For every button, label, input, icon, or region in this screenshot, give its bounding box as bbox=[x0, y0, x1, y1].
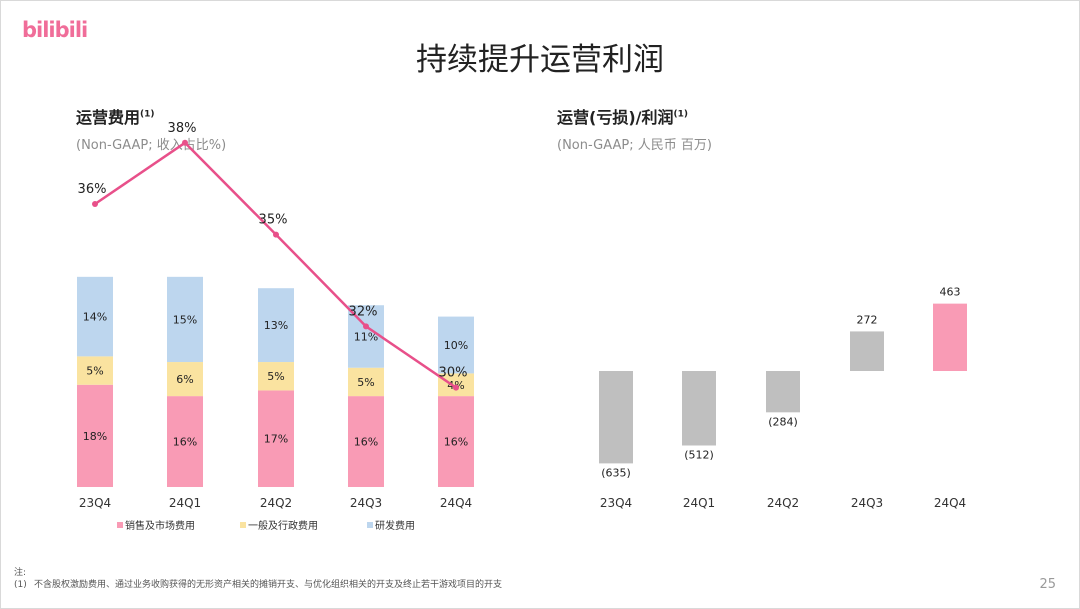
opex-bar-seg-2-24Q2 bbox=[258, 288, 294, 363]
legend-label-2: 研发费用 bbox=[375, 519, 415, 532]
opex-bar-label: 16% bbox=[444, 436, 468, 449]
opex-bar-seg-1-24Q1 bbox=[167, 362, 203, 397]
opex-total-point bbox=[273, 231, 279, 238]
opex-total-point bbox=[182, 139, 188, 146]
opex-total-point bbox=[363, 323, 369, 330]
legend-label-1: 一般及行政费用 bbox=[248, 519, 318, 532]
opex-bar-label: 5% bbox=[86, 365, 103, 378]
op-profit-x-tick: 24Q3 bbox=[851, 496, 883, 510]
op-profit-bar-24Q3 bbox=[850, 331, 884, 371]
page-title: 持续提升运营利润 bbox=[416, 42, 664, 78]
right-section-subtitle: (Non-GAAP; 人民币 百万) bbox=[557, 138, 712, 153]
left-section-title: 运营费用(1) bbox=[76, 104, 155, 128]
op-profit-bar-24Q1 bbox=[682, 371, 716, 446]
opex-bar-seg-1-23Q4 bbox=[77, 356, 113, 385]
legend-label-0: 销售及市场费用 bbox=[125, 519, 195, 532]
op-profit-x-tick: 23Q4 bbox=[600, 496, 632, 510]
opex-x-tick: 24Q4 bbox=[440, 496, 472, 510]
op-profit-x-tick: 24Q2 bbox=[767, 496, 799, 510]
right-title-sup: (1) bbox=[673, 109, 688, 120]
opex-bar-label: 6% bbox=[176, 373, 193, 386]
op-profit-label: 272 bbox=[857, 313, 878, 326]
left-title-sup: (1) bbox=[140, 109, 155, 120]
page-number: 25 bbox=[1039, 577, 1056, 592]
op-profit-x-tick: 24Q4 bbox=[934, 496, 966, 510]
op-profit-bar-24Q2 bbox=[766, 371, 800, 413]
footnote: (1) 不含股权激励费用、通过业务收购获得的无形资产相关的摊销开支、与优化组织相关… bbox=[14, 577, 502, 590]
op-profit-bar-23Q4 bbox=[599, 371, 633, 464]
op-profit-x-tick: 24Q1 bbox=[683, 496, 715, 510]
opex-x-tick: 24Q3 bbox=[350, 496, 382, 510]
legend-swatch-0 bbox=[117, 522, 123, 528]
opex-total-point bbox=[453, 384, 459, 391]
right-title-text: 运营(亏损)/利润 bbox=[557, 108, 674, 127]
opex-bar-label: 11% bbox=[354, 330, 378, 343]
opex-total-label: 30% bbox=[439, 366, 468, 381]
footnote-label: 注: bbox=[14, 568, 27, 578]
footnote-number: (1) bbox=[14, 580, 27, 590]
opex-bar-seg-2-23Q4 bbox=[77, 276, 113, 357]
op-profit-label: (512) bbox=[684, 448, 714, 461]
left-section-subtitle: (Non-GAAP; 收入占比%) bbox=[76, 138, 227, 153]
right-section-title: 运营(亏损)/利润(1) bbox=[557, 104, 688, 128]
opex-bar-label: 14% bbox=[83, 311, 107, 324]
opex-bar-seg-2-24Q1 bbox=[167, 276, 203, 363]
opex-total-label: 35% bbox=[259, 213, 288, 228]
opex-bar-seg-0-23Q4 bbox=[77, 384, 113, 487]
legend-swatch-1 bbox=[240, 522, 246, 528]
legend-swatch-2 bbox=[367, 522, 373, 528]
op-profit-bar-24Q4 bbox=[933, 303, 967, 371]
opex-bar-seg-0-24Q1 bbox=[167, 396, 203, 487]
opex-x-tick: 23Q4 bbox=[79, 496, 111, 510]
opex-x-tick: 24Q2 bbox=[260, 496, 292, 510]
opex-bar-seg-1-24Q2 bbox=[258, 362, 294, 391]
op-profit-label: (284) bbox=[768, 415, 798, 428]
footnote-text: 不含股权激励费用、通过业务收购获得的无形资产相关的摊销开支、与优化组织相关的开支… bbox=[34, 580, 503, 590]
op-profit-label: 463 bbox=[940, 286, 961, 299]
opex-bar-label: 16% bbox=[173, 436, 197, 449]
opex-total-label: 32% bbox=[349, 304, 378, 319]
opex-bar-label: 10% bbox=[444, 339, 468, 352]
opex-bar-seg-2-24Q4 bbox=[438, 316, 474, 374]
opex-total-label: 38% bbox=[168, 121, 197, 136]
opex-bar-label: 18% bbox=[83, 430, 107, 443]
opex-bar-seg-1-24Q3 bbox=[348, 367, 384, 397]
op-profit-label: (635) bbox=[601, 466, 631, 479]
opex-bar-seg-0-24Q4 bbox=[438, 396, 474, 487]
opex-bar-label: 15% bbox=[173, 313, 197, 326]
opex-bar-label: 13% bbox=[264, 319, 288, 332]
opex-bar-label: 5% bbox=[267, 370, 284, 383]
left-title-text: 运营费用 bbox=[76, 108, 141, 127]
bilibili-logo: bilibili bbox=[22, 18, 88, 42]
opex-bar-seg-0-24Q3 bbox=[348, 396, 384, 487]
opex-total-label: 36% bbox=[78, 182, 107, 197]
opex-bar-label: 17% bbox=[264, 433, 288, 446]
opex-total-point bbox=[92, 201, 98, 207]
opex-bar-seg-0-24Q2 bbox=[258, 390, 294, 487]
opex-bar-label: 5% bbox=[357, 376, 374, 389]
opex-x-tick: 24Q1 bbox=[169, 496, 201, 510]
opex-bar-label: 16% bbox=[354, 436, 378, 449]
